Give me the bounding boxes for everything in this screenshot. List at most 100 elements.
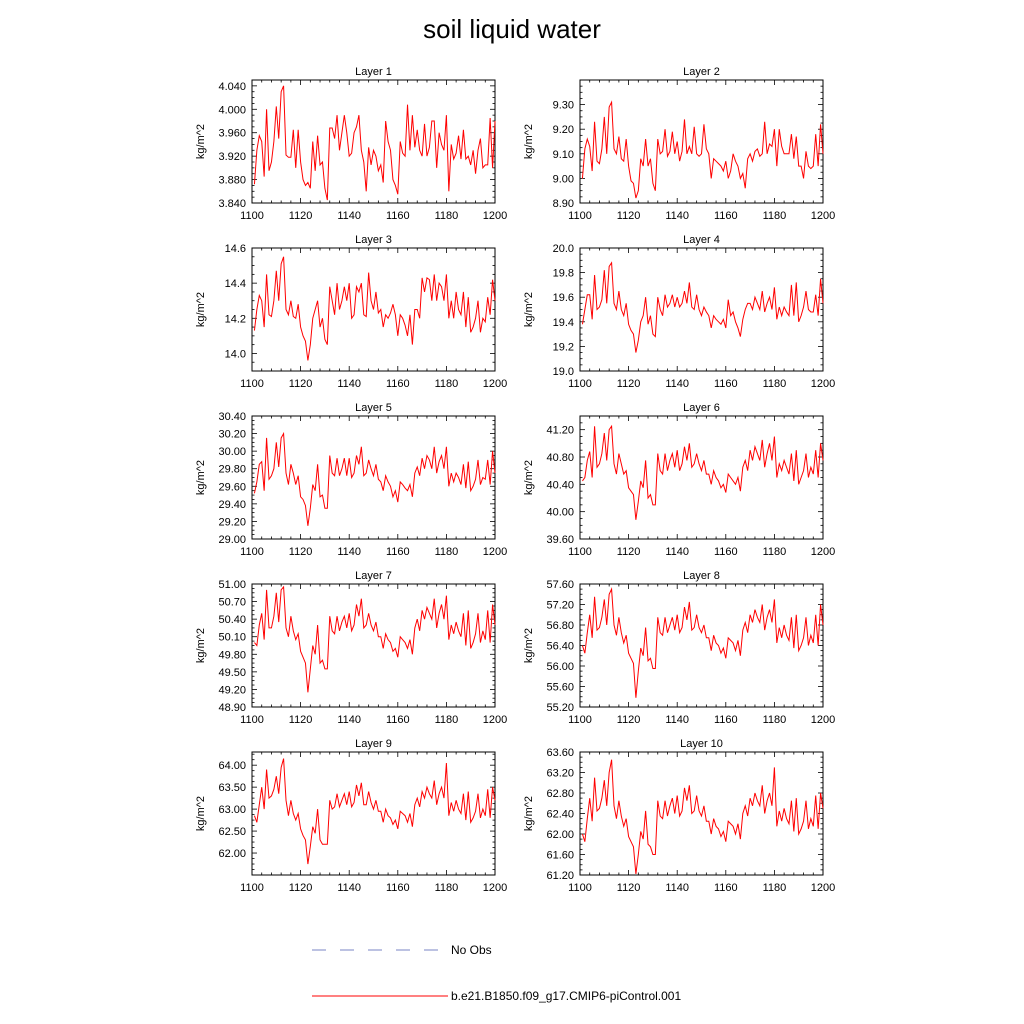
x-tick-label: 1140 <box>337 882 361 894</box>
x-tick-label: 1140 <box>665 546 689 558</box>
y-tick-label: 40.00 <box>546 507 574 519</box>
x-tick-label: 1200 <box>483 882 507 894</box>
y-axis-label: kg/m^2 <box>523 628 535 663</box>
y-tick-label: 30.40 <box>218 411 246 423</box>
y-tick-label: 9.10 <box>553 149 574 161</box>
plot-frame <box>251 79 496 204</box>
x-tick-label: 1200 <box>811 882 835 894</box>
series-line <box>253 85 496 201</box>
x-tick-label: 1120 <box>289 714 313 726</box>
panel-6: Layer 6 1100 1120 1140 1160 1180 1200 39.60 40.0… <box>523 402 835 558</box>
y-tick-label: 62.00 <box>218 848 246 860</box>
x-tick-label: 1180 <box>763 210 787 222</box>
y-tick-label: 62.40 <box>546 809 574 821</box>
x-tick-label: 1140 <box>337 378 361 390</box>
y-tick-label: 57.60 <box>546 579 574 591</box>
y-axis-label: kg/m^2 <box>523 460 535 495</box>
x-tick-label: 1120 <box>617 546 641 558</box>
y-tick-label: 49.80 <box>218 649 246 661</box>
x-tick-label: 1200 <box>811 210 835 222</box>
panel-8: Layer 8 1100 1120 1140 1160 1180 1200 55.20 55.6… <box>523 570 835 726</box>
series-line <box>253 431 496 526</box>
series-line <box>254 585 496 693</box>
y-tick-label: 39.60 <box>546 534 574 546</box>
y-tick-label: 3.960 <box>218 128 246 140</box>
x-tick-label: 1200 <box>483 714 507 726</box>
panel-title: Layer 6 <box>683 402 720 414</box>
y-tick-label: 62.00 <box>546 829 574 841</box>
x-tick-label: 1180 <box>435 882 459 894</box>
y-tick-label: 56.00 <box>546 661 574 673</box>
panel-title: Layer 7 <box>355 570 392 582</box>
x-tick-label: 1200 <box>483 210 507 222</box>
x-tick-label: 1100 <box>568 210 592 222</box>
y-tick-label: 3.920 <box>218 151 246 163</box>
y-axis-label: kg/m^2 <box>195 628 207 663</box>
x-tick-label: 1180 <box>763 378 787 390</box>
y-tick-label: 57.20 <box>546 600 574 612</box>
x-tick-label: 1160 <box>386 882 410 894</box>
x-tick-label: 1200 <box>811 378 835 390</box>
x-tick-label: 1120 <box>289 546 313 558</box>
y-tick-label: 14.4 <box>225 278 246 290</box>
panel-title: Layer 2 <box>683 66 720 78</box>
y-tick-label: 20.0 <box>553 243 574 255</box>
panel-title: Layer 5 <box>355 402 392 414</box>
y-tick-label: 63.20 <box>546 768 574 780</box>
y-tick-label: 14.6 <box>225 243 246 255</box>
y-tick-label: 41.20 <box>546 425 574 437</box>
y-tick-label: 19.8 <box>553 268 574 280</box>
x-tick-label: 1140 <box>665 882 689 894</box>
y-tick-label: 40.80 <box>546 452 574 464</box>
x-tick-label: 1100 <box>568 882 592 894</box>
y-axis-label: kg/m^2 <box>523 796 535 831</box>
y-tick-label: 55.60 <box>546 682 574 694</box>
y-tick-label: 30.00 <box>218 446 246 458</box>
panel-1: Layer 1 1100 1120 1140 1160 1180 1200 3.840 3.88… <box>195 66 507 222</box>
x-tick-label: 1180 <box>435 714 459 726</box>
panel-4: Layer 4 1100 1120 1140 1160 1180 1200 19.0 19.2 1… <box>523 234 835 390</box>
x-tick-label: 1160 <box>386 714 410 726</box>
x-tick-label: 1100 <box>568 714 592 726</box>
y-tick-label: 50.10 <box>218 632 246 644</box>
x-tick-label: 1140 <box>665 714 689 726</box>
legend-label-no-obs: No Obs <box>451 943 492 957</box>
y-axis-label: kg/m^2 <box>195 124 207 159</box>
y-tick-label: 62.80 <box>546 788 574 800</box>
x-tick-label: 1180 <box>763 546 787 558</box>
x-tick-label: 1100 <box>240 714 264 726</box>
y-axis-label: kg/m^2 <box>523 292 535 327</box>
y-tick-label: 51.00 <box>218 579 246 591</box>
y-tick-label: 14.2 <box>225 313 246 325</box>
y-tick-label: 61.20 <box>546 870 574 882</box>
y-tick-label: 56.40 <box>546 641 574 653</box>
x-tick-label: 1200 <box>811 714 835 726</box>
x-tick-label: 1120 <box>617 882 641 894</box>
x-tick-label: 1120 <box>289 378 313 390</box>
y-tick-label: 64.00 <box>218 760 246 772</box>
y-tick-label: 29.20 <box>218 516 246 528</box>
y-axis-label: kg/m^2 <box>523 124 535 159</box>
y-tick-label: 50.40 <box>218 614 246 626</box>
panel-title: Layer 4 <box>683 234 720 246</box>
y-tick-label: 3.880 <box>218 175 246 187</box>
x-tick-label: 1160 <box>714 714 738 726</box>
x-tick-label: 1160 <box>714 546 738 558</box>
y-tick-label: 9.30 <box>553 100 574 112</box>
panel-3: Layer 3 1100 1120 1140 1160 1180 1200 14.0 14.2 1… <box>195 234 507 390</box>
y-tick-label: 61.60 <box>546 850 574 862</box>
x-tick-label: 1120 <box>617 714 641 726</box>
y-tick-label: 19.0 <box>553 366 574 378</box>
figure-title: soil liquid water <box>423 14 601 44</box>
y-tick-label: 63.60 <box>546 747 574 759</box>
y-tick-label: 30.20 <box>218 429 246 441</box>
panel-title: Layer 1 <box>355 66 392 78</box>
y-tick-label: 8.90 <box>553 198 574 210</box>
y-tick-label: 9.20 <box>553 124 574 136</box>
x-tick-label: 1180 <box>435 210 459 222</box>
x-tick-label: 1140 <box>337 210 361 222</box>
x-tick-label: 1120 <box>617 378 641 390</box>
series-line <box>582 424 824 520</box>
series-line <box>253 758 496 865</box>
